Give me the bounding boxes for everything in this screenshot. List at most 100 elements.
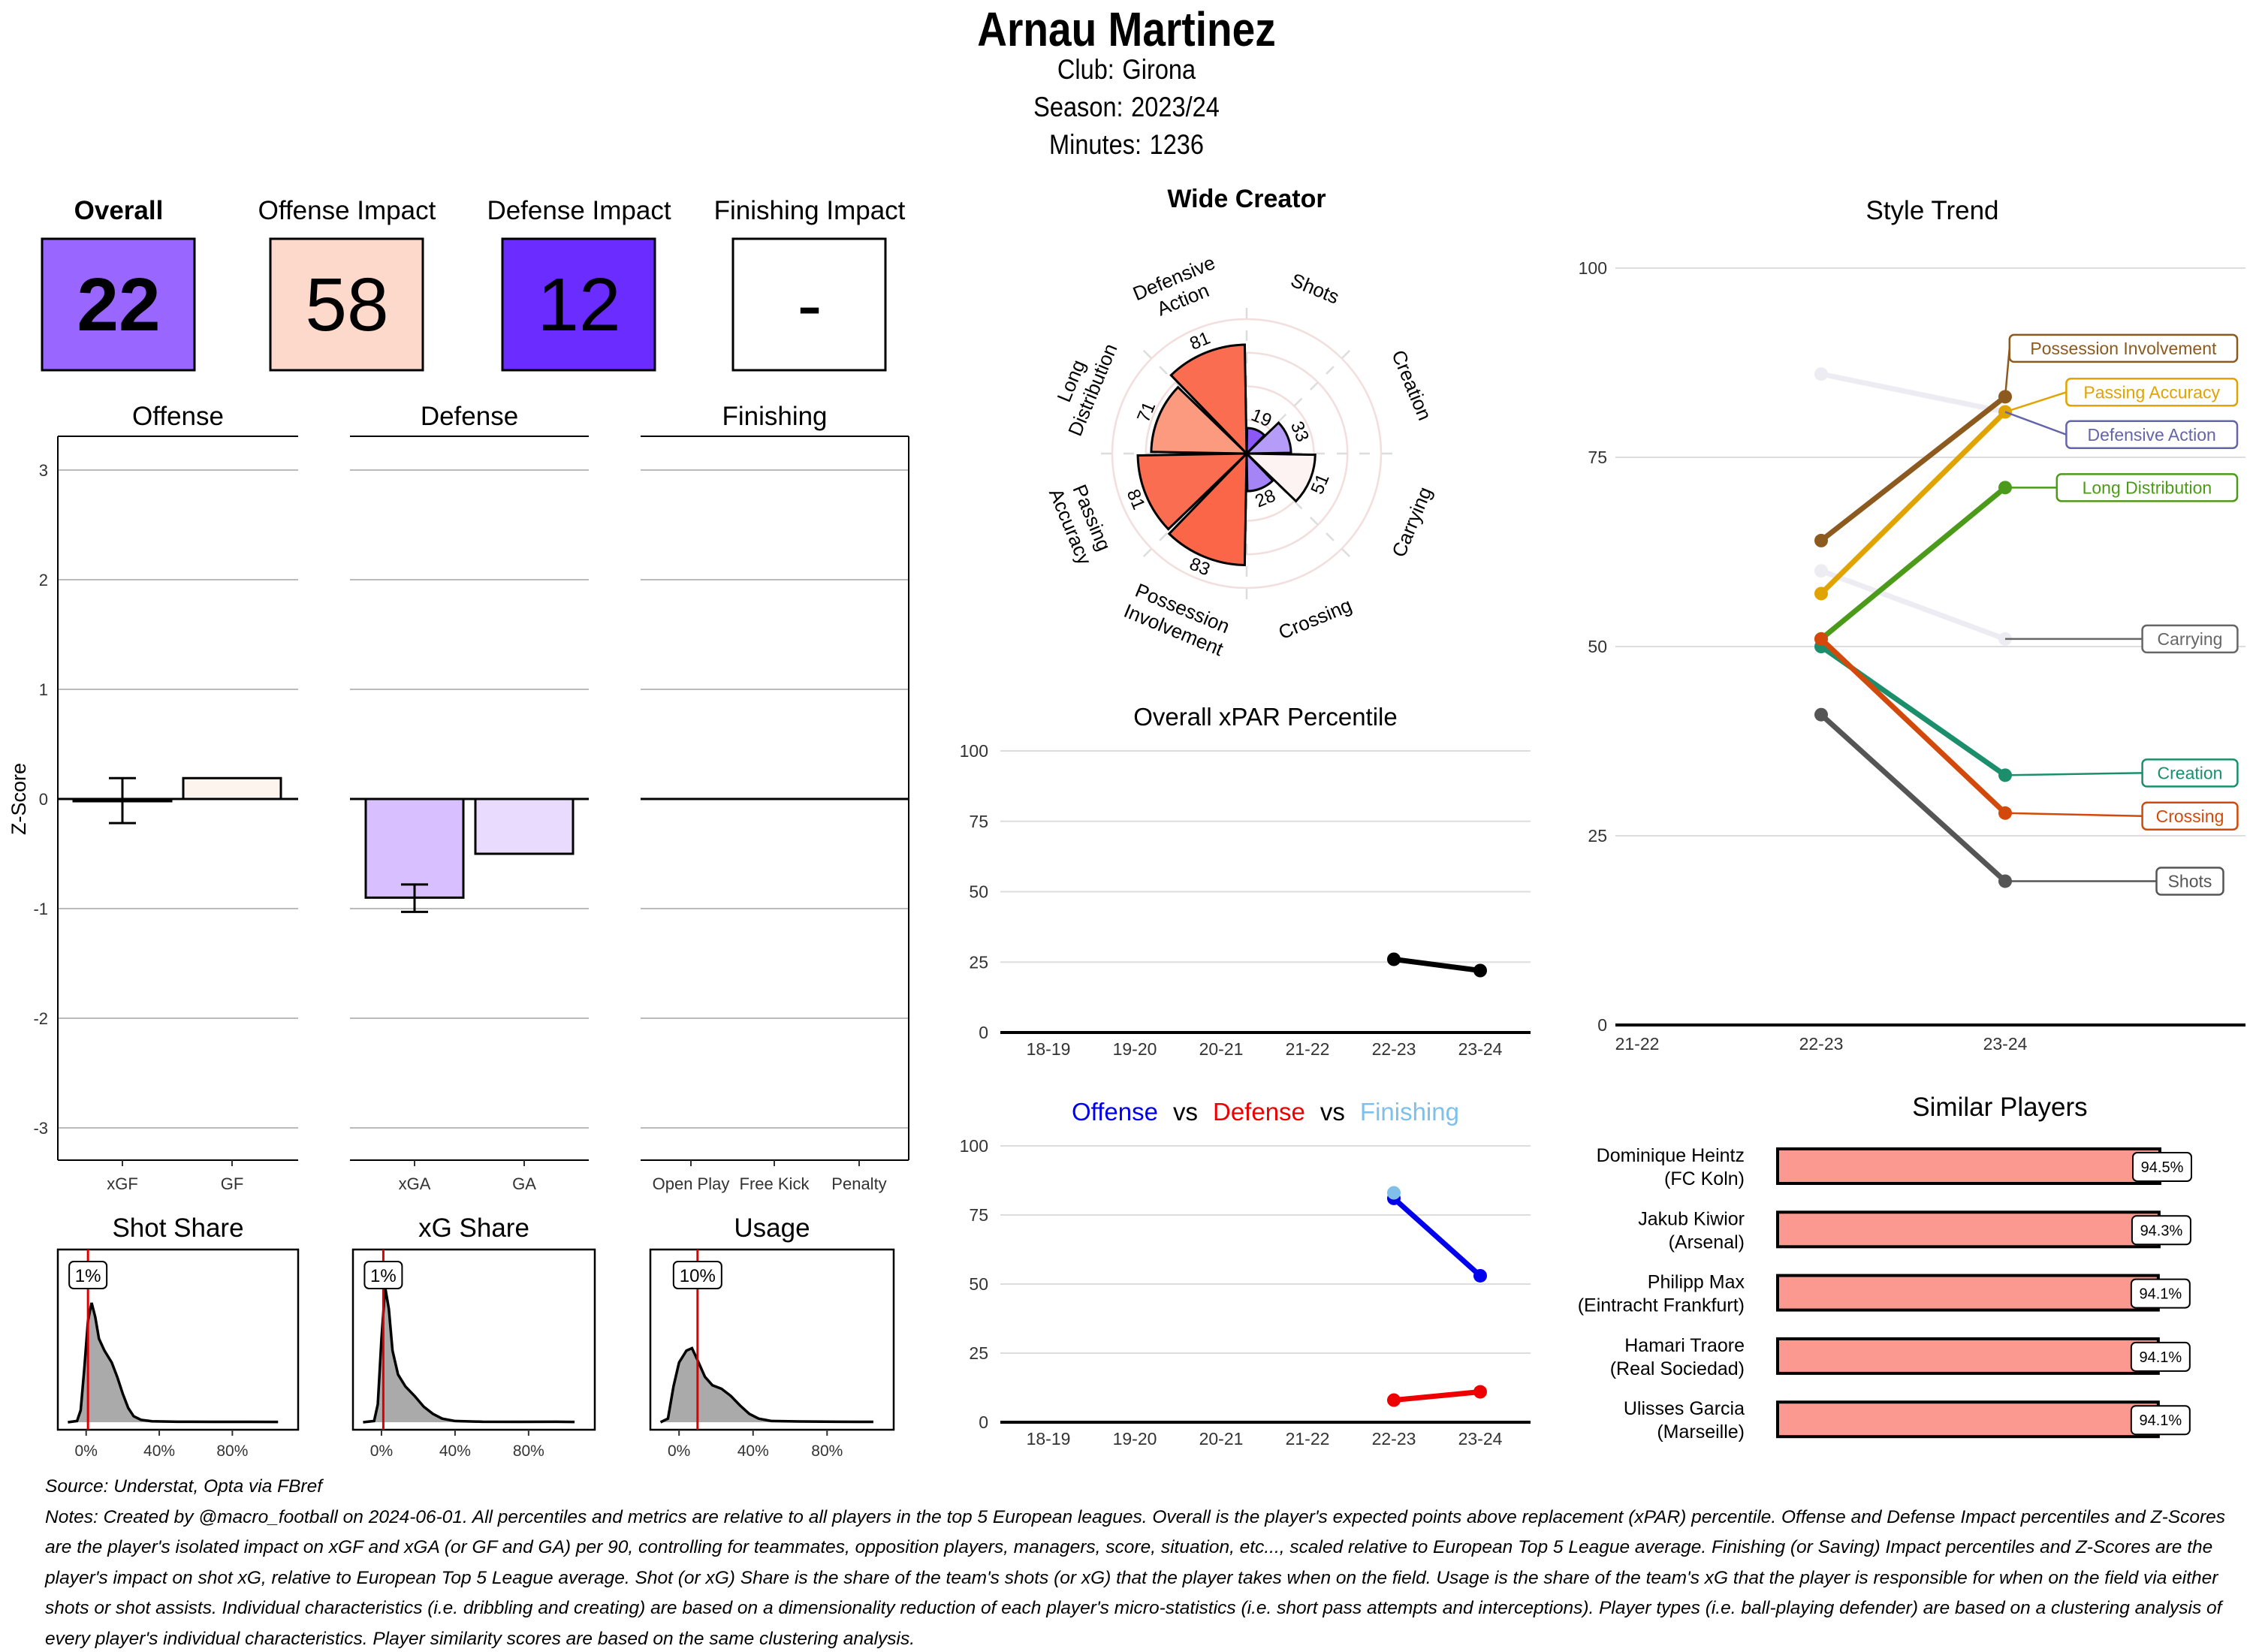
similarity-bar (1776, 1274, 2160, 1312)
similar-player-row: Ulisses Garcia(Marseille) 94.1% (1624, 1398, 2191, 1442)
similarity-badge (2130, 1278, 2191, 1309)
player-name: Arnau Martinez (977, 2, 1276, 56)
style-line (1820, 371, 2006, 415)
density-panel-1: xG Share 1% 0% 40% 80% (351, 1213, 596, 1460)
club-value: Girona (1122, 54, 1196, 85)
radar-category-label: PossessionInvolvement (1120, 577, 1236, 660)
similarity-label: 94.1% (2139, 1349, 2182, 1366)
series-point (1473, 1385, 1487, 1399)
style-line (1819, 637, 2007, 815)
density-area (68, 1303, 279, 1422)
radar-category-line: Crossing (1275, 593, 1355, 644)
x-tick-label: 80% (811, 1442, 843, 1460)
style-line (1819, 485, 2007, 641)
season-line: Season: 2023/24 (135, 92, 2118, 123)
style-trend-chart: Style Trend 0 25 50 75 100 21-22 22-23 23-24 Poss… (1579, 196, 2245, 1054)
y-axis-label: Z-Score (8, 763, 30, 835)
radar-bar-1 (1244, 421, 1292, 455)
player-value-label: 1% (75, 1266, 101, 1286)
y-tick-label: -2 (33, 1009, 48, 1028)
impact-card-label: Finishing Impact (714, 196, 906, 225)
zscore-panel-defense: Defense xGA GA (350, 402, 589, 1193)
density-curve (659, 1346, 873, 1424)
radar-title: Wide Creator (1167, 185, 1326, 213)
panel-title: Usage (734, 1213, 810, 1243)
y-tick-label: 25 (969, 1343, 988, 1363)
x-tick-label: 80% (513, 1442, 544, 1460)
series-point (1387, 1186, 1401, 1200)
x-tick-label: 40% (439, 1442, 471, 1460)
density-curve (68, 1302, 279, 1424)
radar-category-label: Creation (1387, 347, 1436, 424)
radar-category-line: Creation (1387, 347, 1436, 424)
impact-card-value: 22 (77, 263, 160, 347)
x-tick-label: xGA (399, 1174, 431, 1193)
title-part: vs (1320, 1098, 1345, 1126)
chart-title: Overall xPAR Percentile (1133, 703, 1398, 731)
density-area (660, 1348, 873, 1422)
similarity-label: 94.1% (2139, 1412, 2182, 1429)
footer: Source: Understat, Opta via FBref Notes:… (45, 1472, 2238, 1652)
y-tick-label: 0 (979, 1412, 988, 1432)
y-tick-label: 25 (1588, 826, 1607, 846)
x-tick-label: 23-24 (1458, 1429, 1503, 1449)
y-tick-label: 25 (969, 952, 988, 972)
radar-bar-4 (1167, 451, 1248, 567)
panel-title: Shot Share (112, 1213, 243, 1243)
panel-title: Defense (421, 402, 518, 431)
player-value-badge (363, 1261, 403, 1289)
bar-GF (182, 776, 282, 800)
zscore-panel-finishing: Finishing Open Play Free Kick Penalty (641, 402, 909, 1193)
style-label-box (2065, 420, 2239, 450)
style-point (1814, 632, 1828, 646)
similarity-label: 94.3% (2140, 1222, 2183, 1239)
impact-card-1: Offense Impact 58 (258, 196, 436, 372)
x-tick-label: xGF (107, 1174, 138, 1193)
series-line-offense (1392, 1196, 1482, 1278)
style-label-box (2141, 758, 2239, 788)
radar-category-line: Shots (1288, 269, 1343, 309)
x-tick-label: 40% (143, 1442, 175, 1460)
x-tick-label: 21-22 (1286, 1429, 1330, 1449)
panel-title: Offense (132, 402, 224, 431)
style-label-leader (2004, 411, 2067, 436)
x-tick-label: 21-22 (1615, 1034, 1660, 1054)
x-tick-label: 18-19 (1027, 1039, 1071, 1059)
style-label-leader (2004, 391, 2067, 413)
x-tick-label: GF (221, 1174, 244, 1193)
similarity-bar (1776, 1400, 2160, 1439)
style-label-leader (2004, 772, 2143, 776)
chart-title: Similar Players (1912, 1093, 2087, 1122)
radar-bar-7 (1169, 343, 1248, 457)
style-label-leader (2004, 812, 2143, 818)
style-line (1819, 713, 2007, 884)
similarity-badge (2130, 1405, 2191, 1436)
radar-bar-6 (1150, 385, 1250, 455)
impact-card-value: - (797, 263, 822, 347)
similarity-bar (1776, 1147, 2161, 1185)
y-tick-label: 0 (1597, 1015, 1607, 1035)
x-tick-label: 80% (216, 1442, 248, 1460)
series-point (1473, 1268, 1487, 1283)
series-point (1473, 963, 1487, 978)
season-label: Season: (1033, 92, 1123, 122)
style-label-text: Creation (2158, 763, 2223, 782)
style-line (1819, 410, 2007, 595)
title-part: Finishing (1360, 1098, 1459, 1126)
series-point (1387, 952, 1401, 966)
impact-card-label: Defense Impact (487, 196, 671, 225)
radar-grid-circle (1178, 385, 1315, 522)
x-tick-label: 19-20 (1113, 1429, 1157, 1449)
player-value-badge (68, 1261, 108, 1289)
impact-card-value: 58 (305, 263, 388, 347)
x-tick-label: 21-22 (1286, 1039, 1330, 1059)
impact-card-2: Defense Impact 12 (487, 196, 671, 372)
x-tick-label: 23-24 (1458, 1039, 1503, 1059)
similar-player-row: Jakub Kiwior(Arsenal) 94.3% (1638, 1208, 2191, 1253)
radar-bar-3 (1245, 451, 1274, 493)
similarity-bar (1776, 1210, 2161, 1249)
impact-card-0: Overall 22 (41, 196, 196, 372)
chart-title: Style Trend (1865, 196, 1998, 225)
y-tick-label: -3 (33, 1119, 48, 1138)
density-panel-0: Shot Share 1% 0% 40% 80% (56, 1213, 300, 1460)
